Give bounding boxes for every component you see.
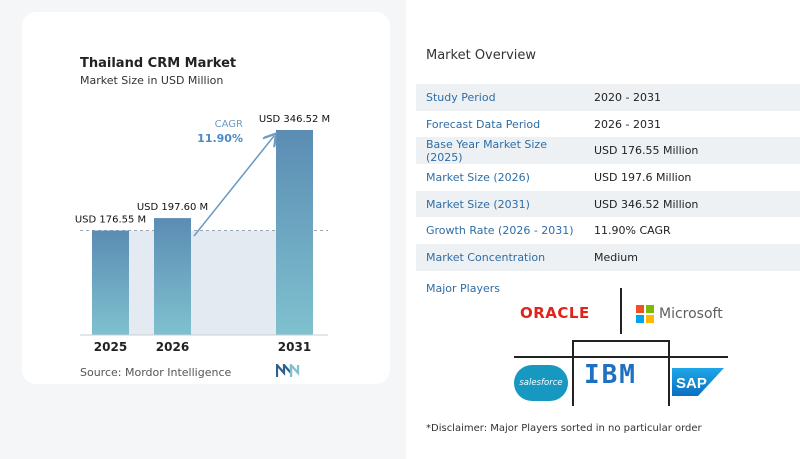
- row-value: Medium: [594, 250, 638, 264]
- disclaimer-text: *Disclaimer: Major Players sorted in no …: [426, 423, 702, 434]
- market-overview-panel: Market Overview Study Period 2020 - 2031 …: [406, 0, 800, 459]
- row-value: USD 346.52 Million: [594, 197, 699, 211]
- table-row: Growth Rate (2026 - 2031) 11.90% CAGR: [416, 217, 800, 244]
- microsoft-logo: Microsoft: [636, 305, 723, 323]
- divider: [572, 340, 574, 406]
- x-tick-2031: 2031: [278, 340, 311, 354]
- divider: [620, 288, 622, 334]
- sap-logo: SAP: [672, 368, 724, 396]
- row-value: USD 197.6 Million: [594, 170, 692, 184]
- row-value: 2026 - 2031: [594, 117, 661, 131]
- salesforce-logo: salesforce: [514, 365, 568, 401]
- row-label: Market Concentration: [426, 250, 546, 264]
- row-label: Study Period: [426, 90, 496, 104]
- bar-2025: [92, 230, 129, 335]
- row-value: 2020 - 2031: [594, 90, 661, 104]
- major-players-title: Major Players: [426, 282, 500, 295]
- sap-logo-text: SAP: [676, 375, 707, 392]
- row-value: 11.90% CAGR: [594, 224, 671, 238]
- divider: [572, 340, 668, 342]
- data-label-2031: USD 346.52 M: [259, 114, 330, 125]
- data-label-2025: USD 176.55 M: [75, 215, 146, 226]
- cagr-label: CAGR: [215, 119, 243, 130]
- reference-shade: [129, 230, 276, 335]
- overview-table: Study Period 2020 - 2031 Forecast Data Pe…: [416, 84, 800, 271]
- table-row: Forecast Data Period 2026 - 2031: [416, 111, 800, 138]
- oracle-logo: ORACLE: [520, 304, 590, 322]
- chart-title: Thailand CRM Market: [80, 56, 237, 71]
- table-row: Base Year Market Size (2025) USD 176.55 M…: [416, 137, 800, 165]
- row-label: Market Size (2031): [426, 197, 530, 211]
- cagr-arrow: [193, 136, 274, 237]
- divider: [514, 356, 728, 358]
- bar-2031: [276, 130, 313, 335]
- bar-2026: [154, 218, 191, 335]
- microsoft-logo-text: Microsoft: [659, 306, 723, 322]
- row-label: Market Size (2026): [426, 170, 530, 184]
- overview-title: Market Overview: [426, 48, 537, 63]
- table-row: Market Size (2026) USD 197.6 Million: [416, 164, 800, 191]
- table-row: Study Period 2020 - 2031: [416, 84, 800, 111]
- x-tick-2026: 2026: [156, 340, 189, 354]
- mordor-logo-icon: [276, 364, 300, 377]
- cagr-value: 11.90%: [197, 132, 243, 145]
- data-label-2026: USD 197.60 M: [137, 202, 208, 213]
- row-label: Growth Rate (2026 - 2031): [426, 224, 574, 238]
- divider: [668, 340, 670, 406]
- row-value: USD 176.55 Million: [594, 144, 699, 158]
- x-tick-2025: 2025: [94, 340, 127, 354]
- chart-subtitle: Market Size in USD Million: [80, 74, 224, 87]
- table-row: Market Size (2031) USD 346.52 Million: [416, 190, 800, 218]
- source-text: Source: Mordor Intelligence: [80, 366, 232, 379]
- ibm-logo: IBM: [584, 360, 637, 390]
- table-row: Market Concentration Medium: [416, 244, 800, 271]
- bar-chart: USD 176.55 M 2025 USD 197.60 M 2026 USD 346.…: [75, 114, 330, 354]
- row-label: Forecast Data Period: [426, 117, 541, 131]
- row-label: Base Year Market Size (2025): [426, 137, 547, 164]
- microsoft-grid-icon: [636, 305, 654, 323]
